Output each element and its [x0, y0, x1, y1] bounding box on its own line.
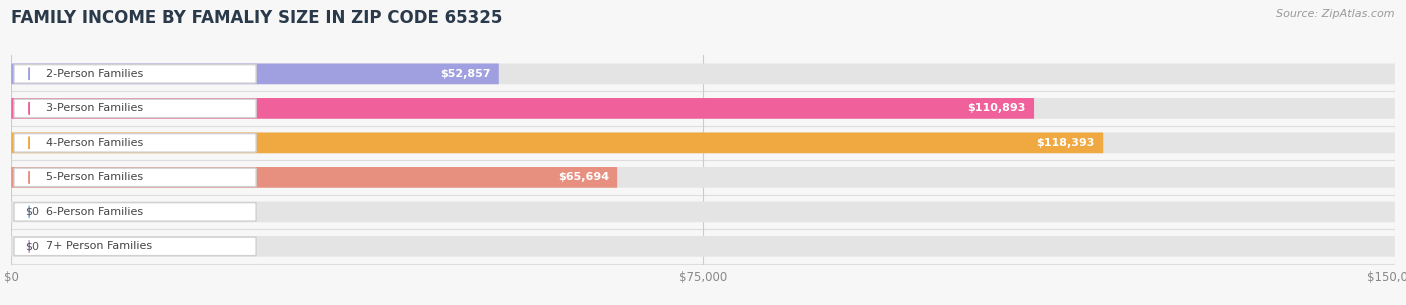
FancyBboxPatch shape — [14, 134, 256, 152]
FancyBboxPatch shape — [11, 63, 1395, 84]
Text: $110,893: $110,893 — [967, 103, 1026, 113]
Text: 4-Person Families: 4-Person Families — [46, 138, 143, 148]
Text: $52,857: $52,857 — [440, 69, 491, 79]
FancyBboxPatch shape — [14, 203, 256, 221]
Text: FAMILY INCOME BY FAMALIY SIZE IN ZIP CODE 65325: FAMILY INCOME BY FAMALIY SIZE IN ZIP COD… — [11, 9, 502, 27]
FancyBboxPatch shape — [11, 133, 1395, 153]
FancyBboxPatch shape — [14, 237, 256, 256]
Text: 7+ Person Families: 7+ Person Families — [46, 241, 152, 251]
FancyBboxPatch shape — [11, 167, 617, 188]
FancyBboxPatch shape — [11, 98, 1033, 119]
FancyBboxPatch shape — [11, 63, 499, 84]
FancyBboxPatch shape — [11, 98, 1395, 119]
Text: 6-Person Families: 6-Person Families — [46, 207, 143, 217]
FancyBboxPatch shape — [11, 202, 1395, 222]
Text: $0: $0 — [25, 241, 39, 251]
Text: 5-Person Families: 5-Person Families — [46, 172, 143, 182]
Text: Source: ZipAtlas.com: Source: ZipAtlas.com — [1277, 9, 1395, 19]
Text: 3-Person Families: 3-Person Families — [46, 103, 143, 113]
FancyBboxPatch shape — [14, 99, 256, 118]
Text: 2-Person Families: 2-Person Families — [46, 69, 143, 79]
Text: $0: $0 — [25, 207, 39, 217]
FancyBboxPatch shape — [11, 133, 1104, 153]
Text: $118,393: $118,393 — [1036, 138, 1095, 148]
Text: $65,694: $65,694 — [558, 172, 609, 182]
FancyBboxPatch shape — [11, 236, 1395, 257]
FancyBboxPatch shape — [14, 65, 256, 83]
FancyBboxPatch shape — [11, 167, 1395, 188]
FancyBboxPatch shape — [14, 168, 256, 187]
